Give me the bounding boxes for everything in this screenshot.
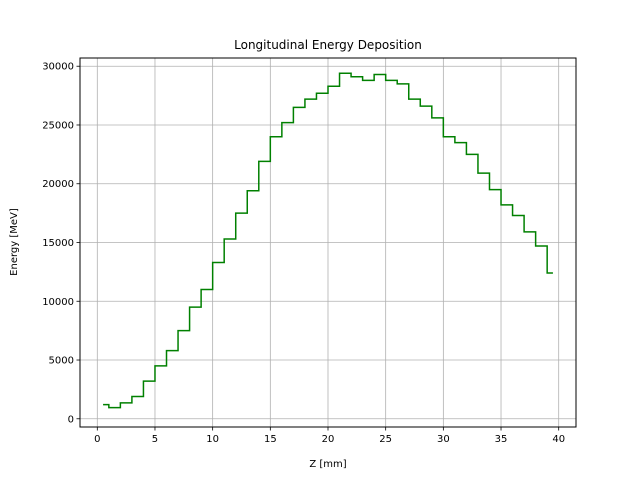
- x-tick-label: 25: [379, 434, 392, 445]
- x-tick-label: 15: [264, 434, 277, 445]
- x-tick-label: 0: [94, 434, 100, 445]
- y-tick-label: 0: [68, 414, 74, 425]
- energy-step-line: [103, 72, 553, 409]
- y-tick-label: 10000: [42, 297, 74, 308]
- y-tick-label: 20000: [42, 179, 74, 190]
- plot-series: [103, 72, 553, 409]
- x-tick-label: 40: [552, 434, 565, 445]
- x-tick-label: 5: [152, 434, 158, 445]
- x-axis-ticks: 0 5 10 15 20 25 30 35 40: [94, 427, 565, 445]
- x-axis-label: Z [mm]: [309, 459, 346, 470]
- y-axis-ticks: 0 5000 10000 15000 20000 25000 30000: [42, 62, 80, 425]
- y-axis-label: Energy [MeV]: [9, 208, 20, 276]
- y-tick-label: 30000: [42, 62, 74, 73]
- y-tick-label: 15000: [42, 238, 74, 249]
- x-tick-label: 20: [322, 434, 335, 445]
- y-tick-label: 25000: [42, 120, 74, 131]
- chart-title: Longitudinal Energy Deposition: [234, 38, 422, 52]
- x-tick-label: 35: [495, 434, 508, 445]
- x-tick-label: 30: [437, 434, 450, 445]
- grid-lines: [80, 58, 576, 427]
- y-tick-label: 5000: [49, 356, 74, 367]
- x-tick-label: 10: [206, 434, 219, 445]
